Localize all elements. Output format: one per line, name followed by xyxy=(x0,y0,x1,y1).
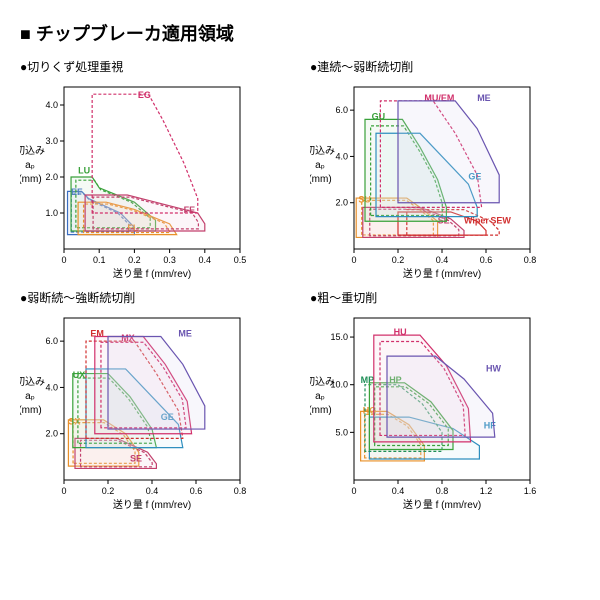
svg-text:4.0: 4.0 xyxy=(45,100,58,110)
svg-text:2.0: 2.0 xyxy=(45,172,58,182)
svg-text:切込み: 切込み xyxy=(310,145,335,157)
svg-text:aₚ: aₚ xyxy=(25,160,35,171)
svg-text:aₚ: aₚ xyxy=(315,160,325,171)
svg-text:1.2: 1.2 xyxy=(480,486,493,496)
chart-cell: 粗〜重切削00.40.81.21.65.010.015.0HGHFMPHPHUH… xyxy=(310,289,580,510)
svg-text:ME: ME xyxy=(178,329,192,339)
svg-text:0.2: 0.2 xyxy=(128,255,141,265)
svg-text:15.0: 15.0 xyxy=(330,332,348,342)
svg-text:4.0: 4.0 xyxy=(335,151,348,161)
chart-svg: 00.10.20.30.40.51.02.03.04.0EFLUFLFEEG送り… xyxy=(20,79,250,279)
svg-text:3.0: 3.0 xyxy=(45,136,58,146)
svg-text:送り量 f (mm/rev): 送り量 f (mm/rev) xyxy=(113,498,191,510)
svg-text:0.8: 0.8 xyxy=(436,486,449,496)
svg-text:0.8: 0.8 xyxy=(234,486,247,496)
svg-text:2.0: 2.0 xyxy=(45,429,58,439)
chart-cell: 連続〜弱断続切削00.20.40.60.82.04.06.0SUSEWiperS… xyxy=(310,58,580,279)
svg-text:SEW: SEW xyxy=(490,216,511,226)
svg-text:送り量 f (mm/rev): 送り量 f (mm/rev) xyxy=(403,267,481,279)
svg-text:0.3: 0.3 xyxy=(163,255,176,265)
chart-svg: 00.20.40.60.82.04.06.0SXSEUXGEEMMXME送り量 … xyxy=(20,310,250,510)
svg-text:EG: EG xyxy=(138,90,151,100)
chart-svg: 00.20.40.60.82.04.06.0SUSEWiperSEWGUGEMU… xyxy=(310,79,540,279)
svg-text:(mm): (mm) xyxy=(20,174,42,185)
svg-text:1.0: 1.0 xyxy=(45,208,58,218)
svg-text:切込み: 切込み xyxy=(20,145,45,157)
chart-cell: 切りくず処理重視00.10.20.30.40.51.02.03.04.0EFLU… xyxy=(20,58,290,279)
svg-text:0.4: 0.4 xyxy=(146,486,159,496)
chart-svg: 00.40.81.21.65.010.015.0HGHFMPHPHUHW送り量 … xyxy=(310,310,540,510)
chart-cell: 弱断続〜強断続切削00.20.40.60.82.04.06.0SXSEUXGEE… xyxy=(20,289,290,510)
svg-text:送り量 f (mm/rev): 送り量 f (mm/rev) xyxy=(403,498,481,510)
svg-text:1.6: 1.6 xyxy=(524,486,537,496)
svg-text:UX: UX xyxy=(73,370,86,380)
svg-text:0.4: 0.4 xyxy=(392,486,405,496)
chart-title: 連続〜弱断続切削 xyxy=(310,58,580,75)
svg-text:送り量 f (mm/rev): 送り量 f (mm/rev) xyxy=(113,267,191,279)
page-title: チップブレーカ適用領域 xyxy=(20,20,580,46)
svg-text:0.6: 0.6 xyxy=(190,486,203,496)
svg-text:4.0: 4.0 xyxy=(45,382,58,392)
svg-text:aₚ: aₚ xyxy=(25,391,35,402)
svg-text:0: 0 xyxy=(351,255,356,265)
svg-text:(mm): (mm) xyxy=(310,405,332,416)
svg-text:0.1: 0.1 xyxy=(93,255,106,265)
svg-text:6.0: 6.0 xyxy=(335,105,348,115)
svg-text:SE: SE xyxy=(130,453,142,463)
svg-text:0.4: 0.4 xyxy=(436,255,449,265)
svg-text:0: 0 xyxy=(351,486,356,496)
svg-text:0: 0 xyxy=(61,255,66,265)
svg-text:GU: GU xyxy=(372,111,386,121)
svg-text:HU: HU xyxy=(394,327,407,337)
chart-title: 切りくず処理重視 xyxy=(20,58,290,75)
svg-text:HW: HW xyxy=(486,363,501,373)
svg-text:5.0: 5.0 xyxy=(335,427,348,437)
svg-text:6.0: 6.0 xyxy=(45,336,58,346)
chart-title: 弱断続〜強断続切削 xyxy=(20,289,290,306)
svg-text:0.4: 0.4 xyxy=(199,255,212,265)
chart-title: 粗〜重切削 xyxy=(310,289,580,306)
svg-text:0.2: 0.2 xyxy=(102,486,115,496)
svg-text:(mm): (mm) xyxy=(310,174,332,185)
svg-text:0.2: 0.2 xyxy=(392,255,405,265)
svg-text:切込み: 切込み xyxy=(310,376,335,388)
svg-text:0.8: 0.8 xyxy=(524,255,537,265)
svg-text:0.5: 0.5 xyxy=(234,255,247,265)
svg-text:2.0: 2.0 xyxy=(335,198,348,208)
svg-text:ME: ME xyxy=(477,93,491,103)
svg-text:(mm): (mm) xyxy=(20,405,42,416)
svg-text:aₚ: aₚ xyxy=(315,391,325,402)
chart-grid: 切りくず処理重視00.10.20.30.40.51.02.03.04.0EFLU… xyxy=(20,58,580,510)
svg-text:0.6: 0.6 xyxy=(480,255,493,265)
svg-text:0: 0 xyxy=(61,486,66,496)
svg-text:LU: LU xyxy=(78,165,90,175)
svg-text:切込み: 切込み xyxy=(20,376,45,388)
